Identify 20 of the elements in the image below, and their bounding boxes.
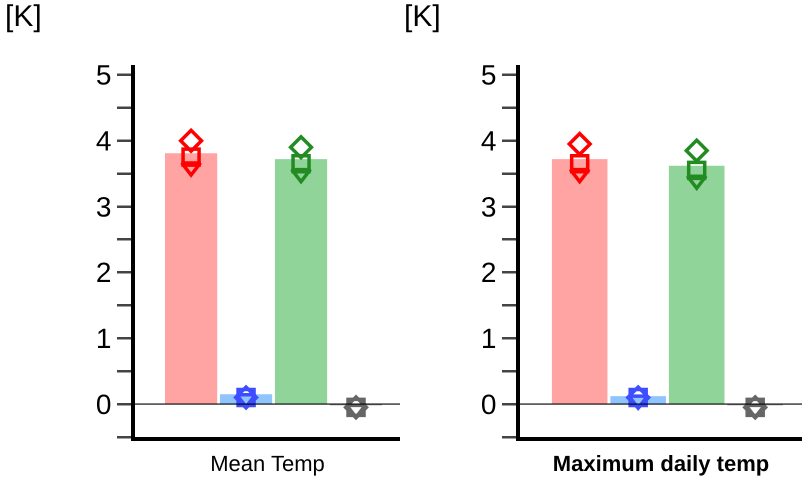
y-tick-label: 4	[96, 126, 112, 157]
bar	[668, 166, 724, 404]
y-tick-label: 2	[480, 257, 496, 288]
y-tick-label: 3	[480, 191, 496, 222]
y-tick-label: 4	[480, 126, 496, 157]
y-tick-label: 5	[480, 60, 496, 91]
bar	[274, 159, 328, 404]
bar	[164, 153, 218, 404]
y-tick-label: 3	[96, 191, 112, 222]
y-axis-title: [K]	[5, 0, 42, 33]
y-tick-label: 0	[96, 388, 112, 420]
y-axis-title: [K]	[404, 0, 441, 33]
y-tick-label: 1	[480, 323, 496, 354]
y-tick-label: 1	[96, 323, 112, 354]
x-axis-title: Maximum daily temp	[552, 450, 770, 476]
y-tick-label: 0	[480, 388, 496, 420]
y-tick-label: 5	[96, 60, 112, 91]
bar	[552, 159, 608, 404]
x-axis-title: Mean Temp	[210, 450, 325, 476]
y-tick-label: 2	[96, 257, 112, 288]
